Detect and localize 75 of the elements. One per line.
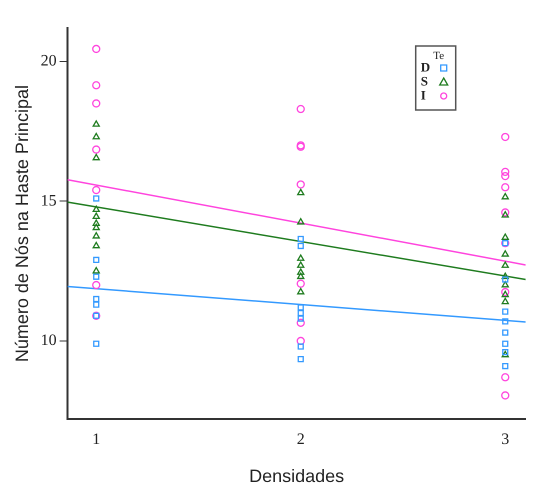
point [501, 373, 510, 382]
point [501, 168, 510, 176]
point [502, 329, 508, 336]
point [92, 224, 100, 230]
point [92, 145, 100, 154]
point [502, 290, 509, 298]
point [297, 268, 304, 275]
point [92, 242, 100, 248]
x-tick-label: 2 [296, 431, 305, 448]
point [501, 391, 510, 400]
point [92, 186, 100, 194]
point [502, 233, 509, 240]
legend-label: I [420, 87, 426, 102]
y-tick-label: 15 [40, 192, 57, 210]
legend-label: S [420, 73, 428, 88]
point [501, 172, 510, 180]
point [502, 276, 508, 283]
point [501, 183, 510, 192]
x-tick-label: 1 [92, 431, 100, 448]
point [298, 242, 304, 250]
point [93, 296, 100, 302]
point [92, 212, 100, 220]
point [92, 81, 100, 90]
point [298, 310, 304, 316]
point [502, 272, 509, 280]
point [92, 205, 100, 212]
point [502, 308, 508, 315]
point [502, 250, 509, 257]
point [298, 315, 304, 322]
point [501, 288, 510, 296]
point [296, 180, 305, 189]
point [298, 236, 304, 242]
point [296, 280, 305, 288]
point [502, 298, 509, 304]
point [93, 195, 100, 202]
x-tick-label: 3 [501, 431, 510, 448]
point [92, 280, 100, 290]
legend-title: Te [433, 50, 444, 62]
point [502, 340, 508, 347]
point [297, 288, 304, 294]
point [93, 340, 100, 347]
point [298, 356, 304, 362]
point [92, 232, 100, 239]
point [92, 44, 100, 54]
point [297, 188, 304, 196]
y-tick-label: 10 [40, 332, 57, 350]
point [297, 272, 304, 280]
point [502, 261, 509, 268]
point [296, 336, 305, 346]
point [93, 302, 100, 308]
point [92, 132, 100, 140]
point [93, 274, 100, 280]
point [502, 362, 508, 370]
point [92, 154, 100, 160]
point [93, 256, 100, 264]
x-axis-title: Densidades [249, 466, 344, 486]
point [298, 343, 304, 350]
legend-label: D [420, 59, 430, 74]
point [92, 219, 100, 226]
point [92, 99, 100, 108]
point [92, 120, 100, 127]
point [501, 132, 510, 142]
point [92, 266, 100, 274]
point [502, 192, 509, 200]
point [298, 304, 304, 311]
point [297, 261, 304, 268]
point [297, 218, 304, 225]
point [296, 318, 305, 327]
point [502, 211, 509, 218]
point [297, 254, 304, 261]
y-axis-title: Número de Nós na Haste Principal [12, 85, 32, 362]
point [502, 318, 508, 325]
point [296, 104, 305, 114]
y-tick-label: 20 [40, 52, 57, 70]
point [502, 280, 509, 288]
